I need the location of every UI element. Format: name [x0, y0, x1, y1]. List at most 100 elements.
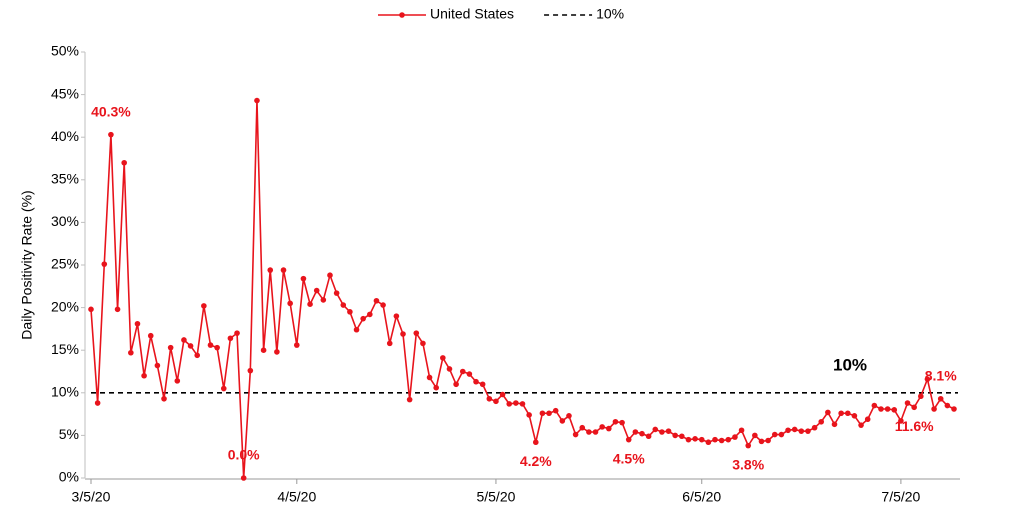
x-tick-label: 6/5/20 — [682, 489, 721, 505]
point — [393, 313, 400, 319]
point — [698, 436, 705, 443]
point — [446, 366, 453, 372]
x-tick-label: 7/5/20 — [881, 489, 920, 505]
legend-label: 10% — [596, 6, 624, 22]
series-line — [90, 100, 955, 479]
data-label: 3.8% — [732, 456, 764, 472]
x-tick-label: 3/5/20 — [72, 489, 111, 505]
point — [645, 433, 652, 440]
y-axis-title: Daily Positivity Rate (%) — [19, 190, 35, 339]
point — [459, 368, 466, 375]
point — [619, 419, 625, 426]
point — [247, 367, 254, 374]
point — [274, 349, 280, 355]
y-tick-label: 5% — [59, 426, 79, 442]
y-tick-label: 30% — [51, 213, 79, 229]
point — [187, 343, 194, 349]
point — [904, 400, 911, 406]
data-label: 11.6% — [895, 418, 934, 434]
point — [493, 398, 499, 405]
point — [280, 267, 287, 273]
point — [353, 326, 360, 333]
point — [327, 272, 333, 279]
point — [592, 429, 599, 435]
point — [413, 330, 420, 336]
point — [141, 372, 147, 379]
point — [101, 261, 108, 267]
y-tick-label: 20% — [51, 298, 79, 314]
point — [858, 422, 864, 428]
point — [88, 306, 94, 313]
point — [293, 342, 300, 348]
point — [825, 409, 831, 416]
y-tick-label: 45% — [51, 85, 79, 101]
point — [260, 347, 267, 354]
point — [679, 433, 685, 440]
y-tick-label: 10% — [51, 384, 79, 400]
point — [579, 424, 586, 431]
y-tick-label: 35% — [51, 171, 79, 187]
point — [539, 410, 546, 417]
point — [718, 437, 725, 444]
point — [745, 442, 752, 449]
point — [499, 391, 506, 398]
point — [838, 410, 844, 417]
point — [864, 416, 871, 423]
point — [234, 330, 240, 336]
point — [367, 311, 373, 318]
point — [692, 436, 698, 442]
point — [944, 402, 951, 409]
point — [738, 427, 745, 434]
point — [154, 362, 161, 369]
point — [506, 401, 513, 407]
point — [386, 340, 393, 347]
point — [884, 406, 891, 412]
point — [659, 429, 665, 435]
point — [871, 402, 878, 409]
point — [818, 418, 825, 425]
point — [519, 401, 526, 407]
point — [207, 342, 214, 348]
point — [373, 297, 380, 304]
point — [433, 384, 440, 391]
point — [181, 337, 187, 343]
point — [625, 436, 632, 443]
point — [891, 407, 898, 413]
point — [951, 406, 957, 412]
point — [572, 431, 579, 438]
point — [201, 303, 207, 309]
point — [931, 406, 937, 412]
point — [313, 287, 320, 294]
point — [612, 418, 619, 425]
point — [732, 434, 738, 440]
point — [94, 400, 101, 406]
data-label: 4.5% — [613, 450, 645, 466]
y-tick-label: 15% — [51, 341, 79, 357]
point — [440, 355, 446, 361]
point — [287, 300, 293, 307]
point — [566, 413, 572, 419]
point — [911, 404, 917, 411]
y-tick-label: 50% — [51, 43, 79, 59]
point — [918, 393, 924, 400]
point — [400, 331, 406, 337]
point — [552, 407, 559, 414]
point — [831, 421, 838, 428]
point — [878, 406, 884, 412]
x-tick-label: 5/5/20 — [476, 489, 515, 505]
point — [898, 418, 904, 424]
point — [227, 335, 234, 342]
point — [798, 428, 805, 434]
point — [147, 332, 154, 339]
point — [705, 439, 712, 446]
data-label: 0.0% — [228, 447, 260, 463]
point — [420, 340, 426, 347]
point — [108, 131, 114, 138]
point — [254, 97, 260, 104]
point — [486, 395, 493, 402]
point — [785, 427, 791, 434]
point — [466, 371, 473, 377]
point — [300, 275, 307, 282]
point — [844, 410, 851, 417]
point — [214, 344, 220, 351]
